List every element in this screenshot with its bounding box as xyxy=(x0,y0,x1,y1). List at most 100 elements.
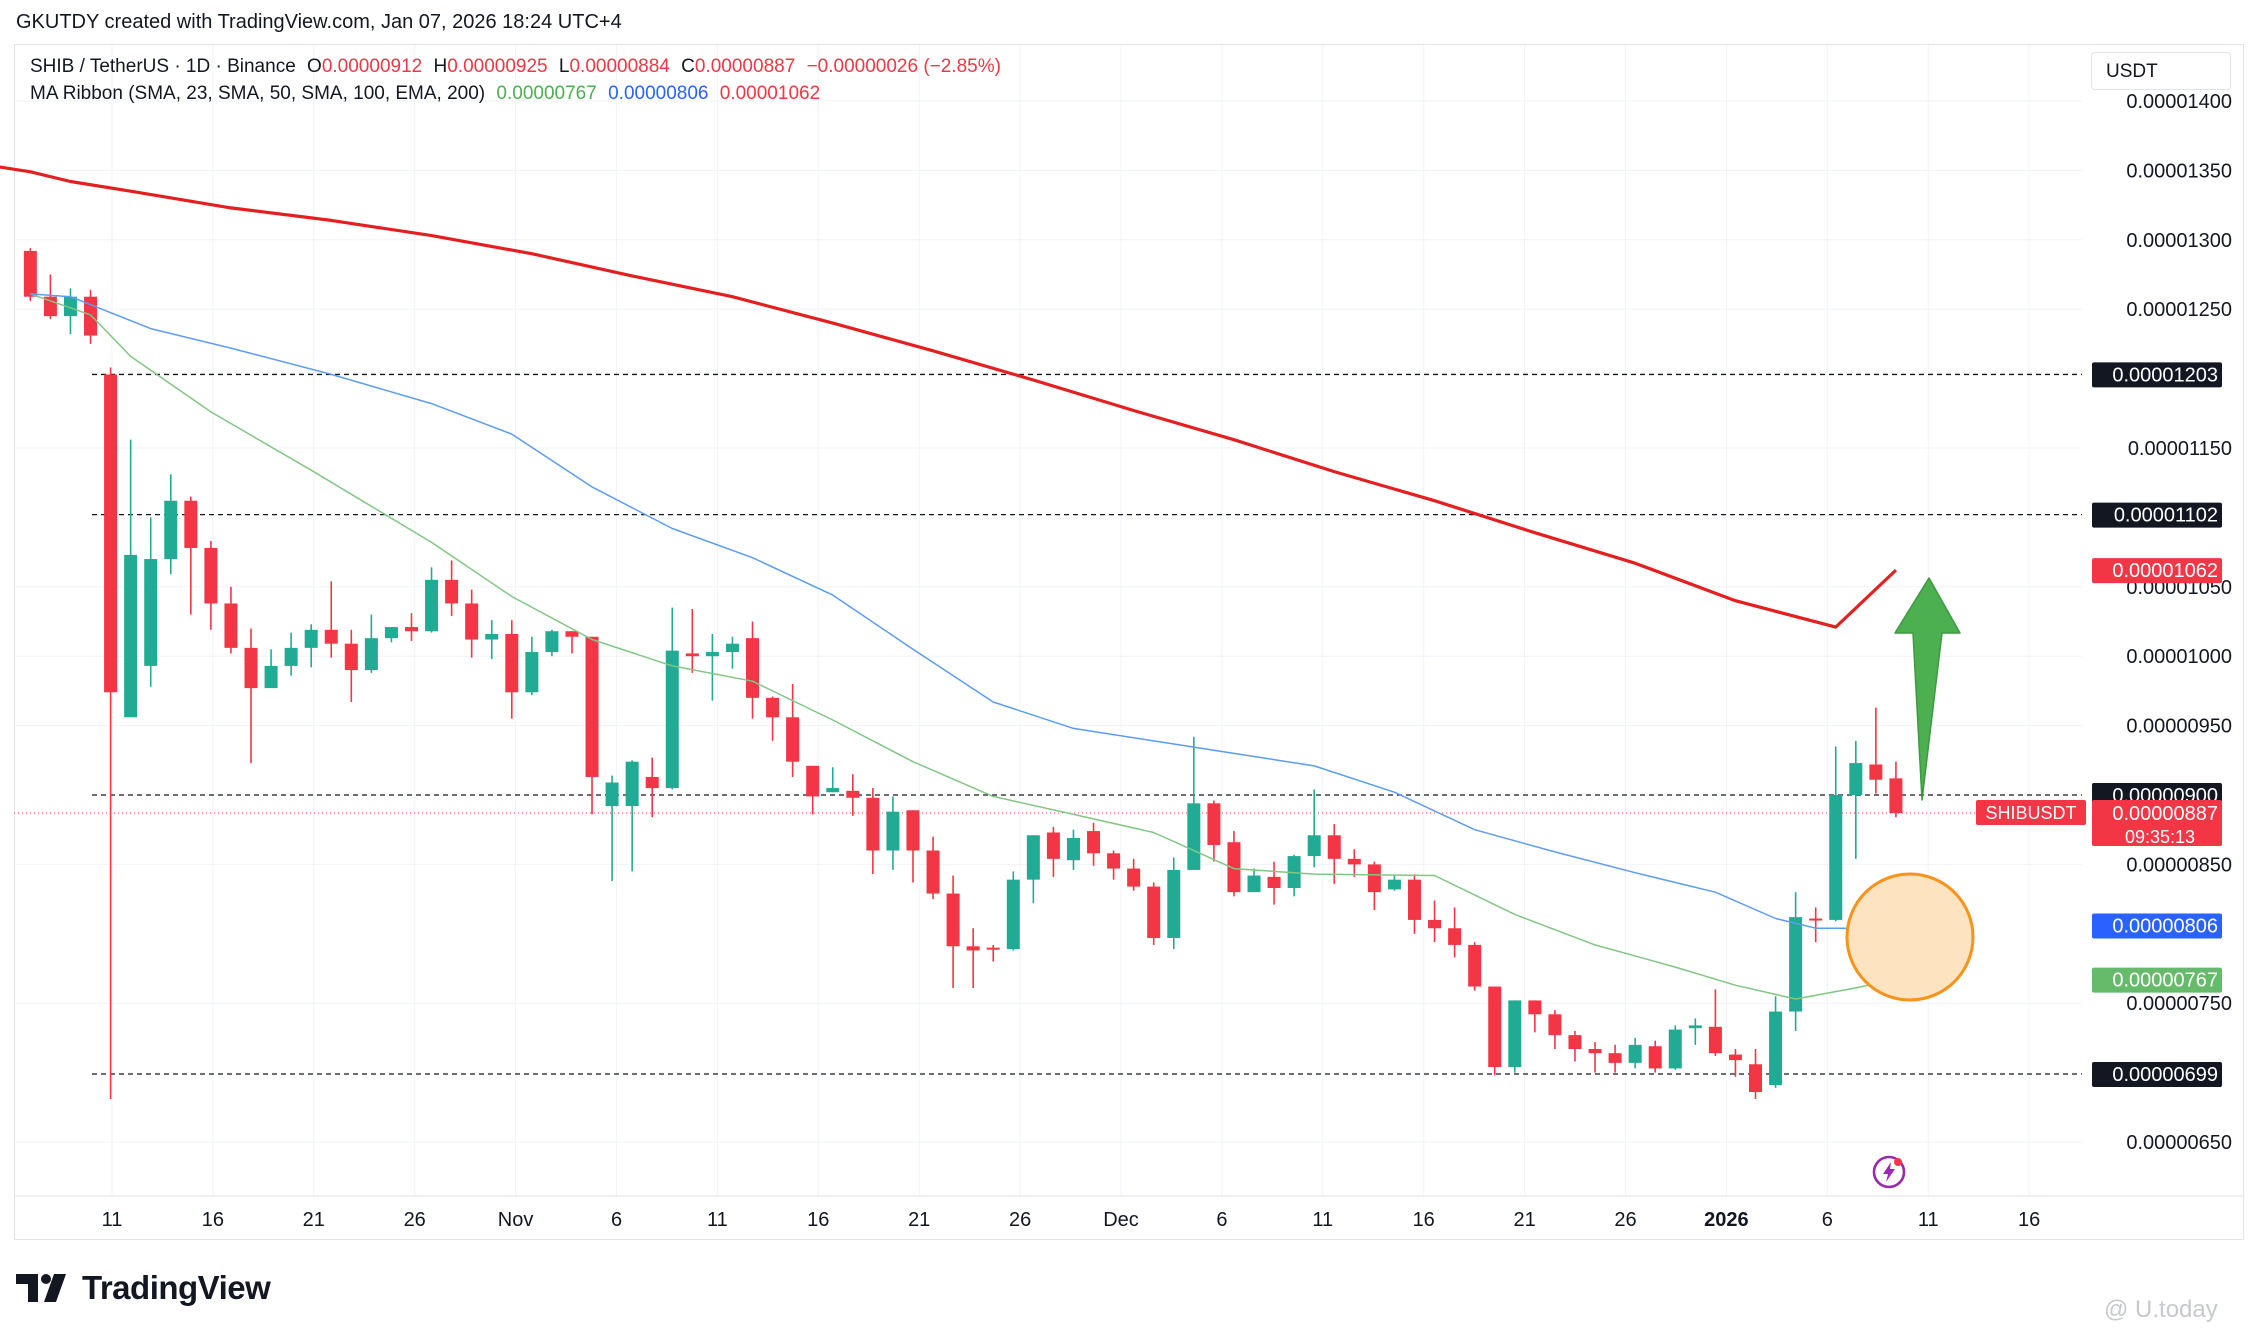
y-tick-label: 0.00001300 xyxy=(2126,230,2232,252)
tradingview-logo[interactable]: TradingView xyxy=(16,1268,271,1308)
candle-body xyxy=(826,788,840,793)
ma-ribbon-legend: MA Ribbon (SMA, 23, SMA, 50, SMA, 100, E… xyxy=(30,83,826,105)
x-tick-label: 11 xyxy=(1312,1209,1333,1231)
candle-body xyxy=(565,631,579,637)
candle-body xyxy=(1849,763,1863,795)
symbol-badge-label: SHIBUSDT xyxy=(1985,803,2076,823)
watermark-text: @ U.today xyxy=(2104,1296,2218,1323)
candle-body xyxy=(144,559,158,666)
candle-body xyxy=(1829,795,1843,920)
y-tick-label: 0.00000650 xyxy=(2126,1132,2232,1154)
currency-selector[interactable]: USDT xyxy=(2091,52,2231,90)
candle-body xyxy=(746,638,760,698)
price-chart[interactable]: 0.00000650 0.00000750 0.00000850 0.00000950… xyxy=(0,0,2255,1250)
x-tick-label: 11 xyxy=(102,1209,123,1231)
close-value: 0.00000887 xyxy=(694,56,796,77)
open-label: O xyxy=(307,56,322,77)
x-tick-label: 21 xyxy=(1513,1209,1535,1231)
candle-body xyxy=(1608,1053,1622,1063)
ma-ribbon-title[interactable]: MA Ribbon (SMA, 23, SMA, 50, SMA, 100, E… xyxy=(30,83,486,104)
high-value: 0.00000925 xyxy=(447,56,548,77)
last-price-badge xyxy=(2092,800,2222,847)
candle-body xyxy=(1387,879,1401,890)
candle-body xyxy=(384,627,398,639)
candle-body xyxy=(244,647,258,689)
lightning-icon[interactable] xyxy=(1871,1154,1907,1190)
x-tick-label: 21 xyxy=(908,1209,930,1231)
y-tick-label: 0.00001350 xyxy=(2126,160,2232,182)
candle-body xyxy=(1307,835,1321,857)
candle-body xyxy=(104,374,118,693)
candle-body xyxy=(1668,1029,1682,1069)
y-tick-label: 0.00000750 xyxy=(2126,993,2232,1015)
candle-body xyxy=(1648,1046,1662,1069)
candle-body xyxy=(1688,1025,1702,1029)
x-tick-label: 26 xyxy=(1009,1209,1031,1231)
candle-body xyxy=(766,697,780,718)
level-badge xyxy=(2092,362,2222,388)
candle-body xyxy=(1869,764,1883,780)
candle-body xyxy=(1147,886,1161,938)
candle-body xyxy=(23,250,37,297)
ma-price-label: 0.00000767 xyxy=(2112,970,2218,992)
candle-body xyxy=(1367,864,1381,893)
x-tick-label: Dec xyxy=(1103,1209,1139,1231)
candle-body xyxy=(63,296,77,317)
candle-body xyxy=(1407,879,1421,920)
candle-body xyxy=(1628,1044,1642,1063)
watermark: @ U.today xyxy=(2104,1296,2218,1324)
candle-body xyxy=(1347,858,1361,865)
y-tick-label: 0.00001250 xyxy=(2126,299,2232,321)
chart-frame xyxy=(14,44,2244,1240)
candle-body xyxy=(545,631,559,653)
change-value: −0.00000026 (−2.85%) xyxy=(806,56,1001,77)
candle-body xyxy=(1448,928,1462,945)
candle-body xyxy=(1327,835,1341,859)
candle-body xyxy=(324,629,338,644)
y-tick-label: 0.00000950 xyxy=(2126,716,2232,738)
x-tick-label: 11 xyxy=(707,1209,728,1231)
candle-body xyxy=(946,893,960,947)
candle-body xyxy=(806,765,820,797)
candle-body xyxy=(1066,838,1080,861)
candle-body xyxy=(1508,1000,1522,1068)
candle-body xyxy=(1087,831,1101,854)
close-label: C xyxy=(681,56,695,77)
candle-body xyxy=(786,717,800,762)
candle-body xyxy=(1006,879,1020,950)
candle-body xyxy=(124,554,138,718)
candle-body xyxy=(304,629,318,648)
x-tick-label: 21 xyxy=(303,1209,325,1231)
ma-line-sma50 xyxy=(30,293,1896,929)
low-label: L xyxy=(558,56,570,77)
x-tick-label: Nov xyxy=(498,1209,534,1231)
highlight-circle xyxy=(1845,872,1975,1002)
last-price-label: 0.00000887 xyxy=(2112,803,2218,825)
tradingview-logo-text: TradingView xyxy=(82,1269,271,1306)
x-tick-label: 6 xyxy=(611,1209,622,1231)
candle-body xyxy=(1046,832,1060,859)
candle-body xyxy=(605,782,619,807)
level-badge-label: 0.00001203 xyxy=(2112,364,2218,386)
candle-body xyxy=(525,652,539,693)
ma-line-sma23 xyxy=(30,293,1897,1000)
candle-body xyxy=(1789,917,1803,1012)
countdown-label: 09:35:13 xyxy=(2125,827,2195,847)
candle-body xyxy=(1809,918,1823,921)
candle-body xyxy=(485,633,499,640)
x-tick-label: 16 xyxy=(807,1209,829,1231)
candle-body xyxy=(164,500,178,560)
legend-symbol[interactable]: SHIB / TetherUS · 1D · Binance xyxy=(30,56,296,77)
y-tick-label: 0.00001000 xyxy=(2126,646,2232,668)
candle-body xyxy=(846,790,860,798)
symbol-badge xyxy=(1976,800,2086,826)
candle-body xyxy=(465,603,479,640)
ma-price-badge xyxy=(2092,967,2222,993)
candle-body xyxy=(1227,842,1241,893)
candle-body xyxy=(685,653,699,657)
candle-body xyxy=(505,633,519,693)
candle-body xyxy=(986,947,1000,950)
x-tick-label: 11 xyxy=(1918,1209,1939,1231)
level-badge xyxy=(2092,502,2222,528)
candle-body xyxy=(1167,869,1181,938)
